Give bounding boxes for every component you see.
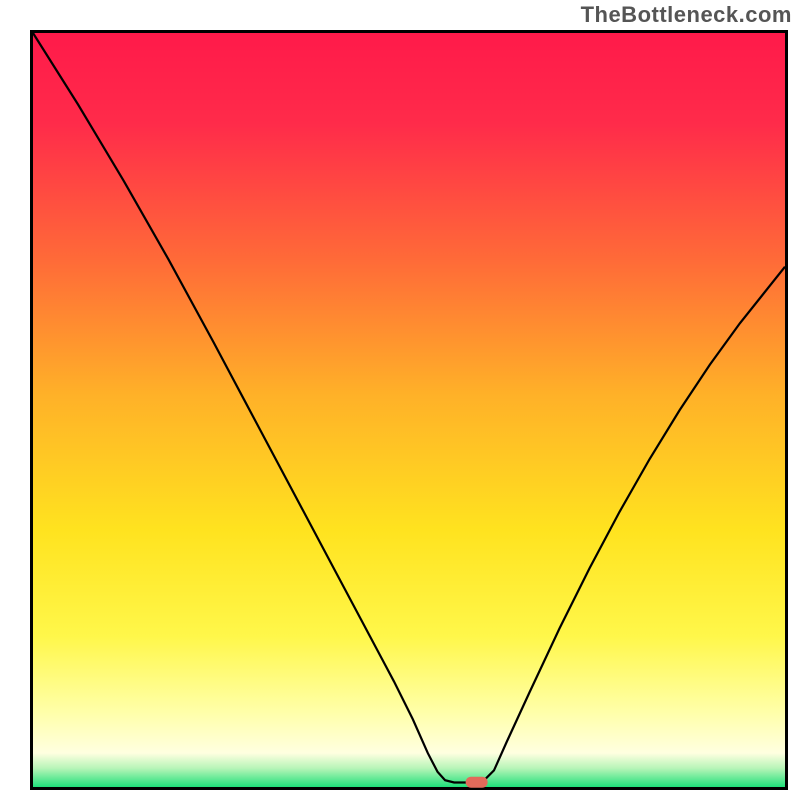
- optimum-marker: [465, 777, 488, 788]
- plot-area: [30, 30, 788, 790]
- attribution-text: TheBottleneck.com: [581, 2, 792, 28]
- bottleneck-curve: [33, 33, 785, 787]
- chart-frame: TheBottleneck.com: [0, 0, 800, 800]
- curve-path: [33, 33, 785, 782]
